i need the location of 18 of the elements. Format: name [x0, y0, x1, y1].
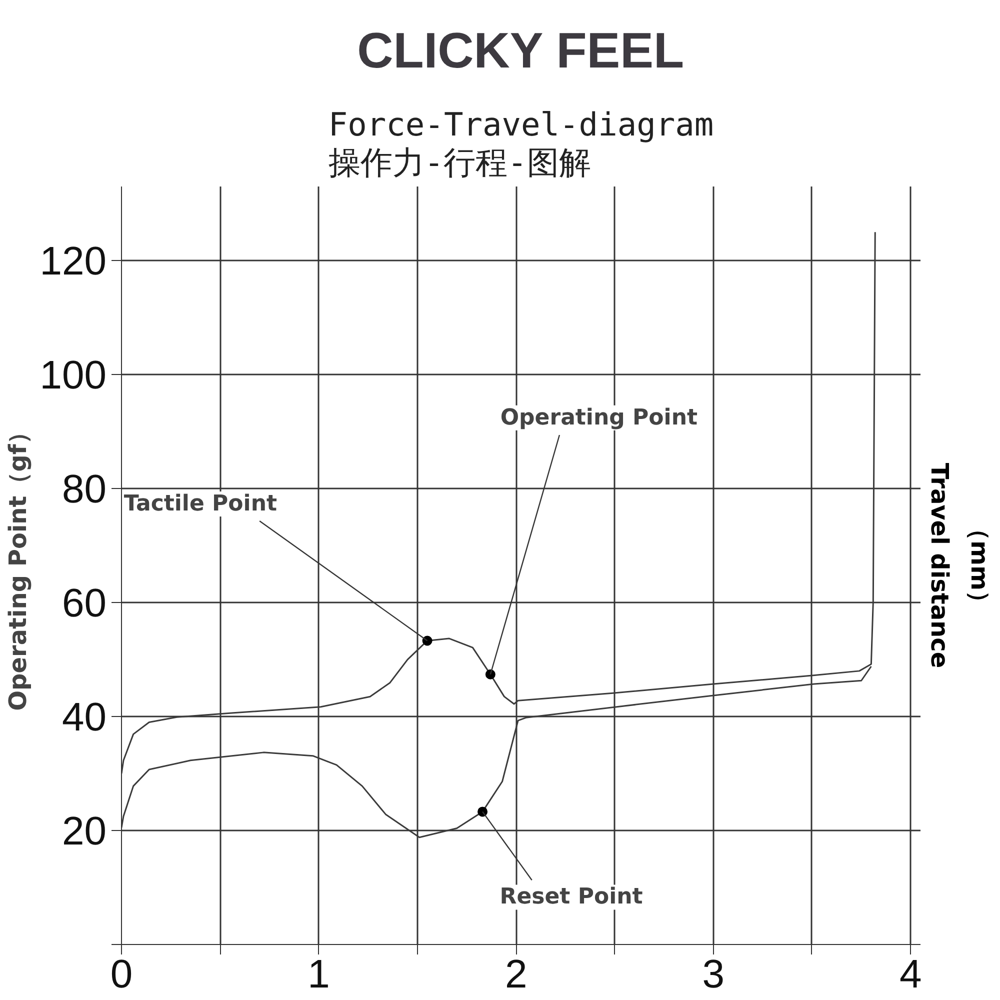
x-tick-label: 1: [308, 952, 330, 996]
chart-subtitle: Force-Travel-diagram 操作力-行程-图解: [328, 106, 714, 182]
y-tick-label: 60: [62, 582, 107, 626]
y-tick-label: 40: [62, 696, 107, 740]
y-tick-label: 120: [40, 240, 107, 284]
annotation: Reset Point: [500, 884, 644, 910]
chart-title: CLICKY FEEL: [357, 22, 684, 78]
x-tick-label: 0: [110, 952, 133, 996]
y-tick-label: 100: [40, 354, 107, 398]
text: Travel distance （mm）: [926, 462, 994, 668]
y-tick-label: 80: [62, 468, 107, 512]
x-tick-label: 3: [702, 952, 724, 996]
annotation: Tactile Point: [124, 491, 278, 516]
y-axis-title: Operating Point（gf）: [4, 420, 32, 711]
x-tick-label: 2: [504, 952, 528, 996]
annotation: Operating Point: [500, 405, 698, 430]
x-tick-label: 4: [900, 952, 922, 996]
y-tick-label: 20: [62, 810, 107, 854]
